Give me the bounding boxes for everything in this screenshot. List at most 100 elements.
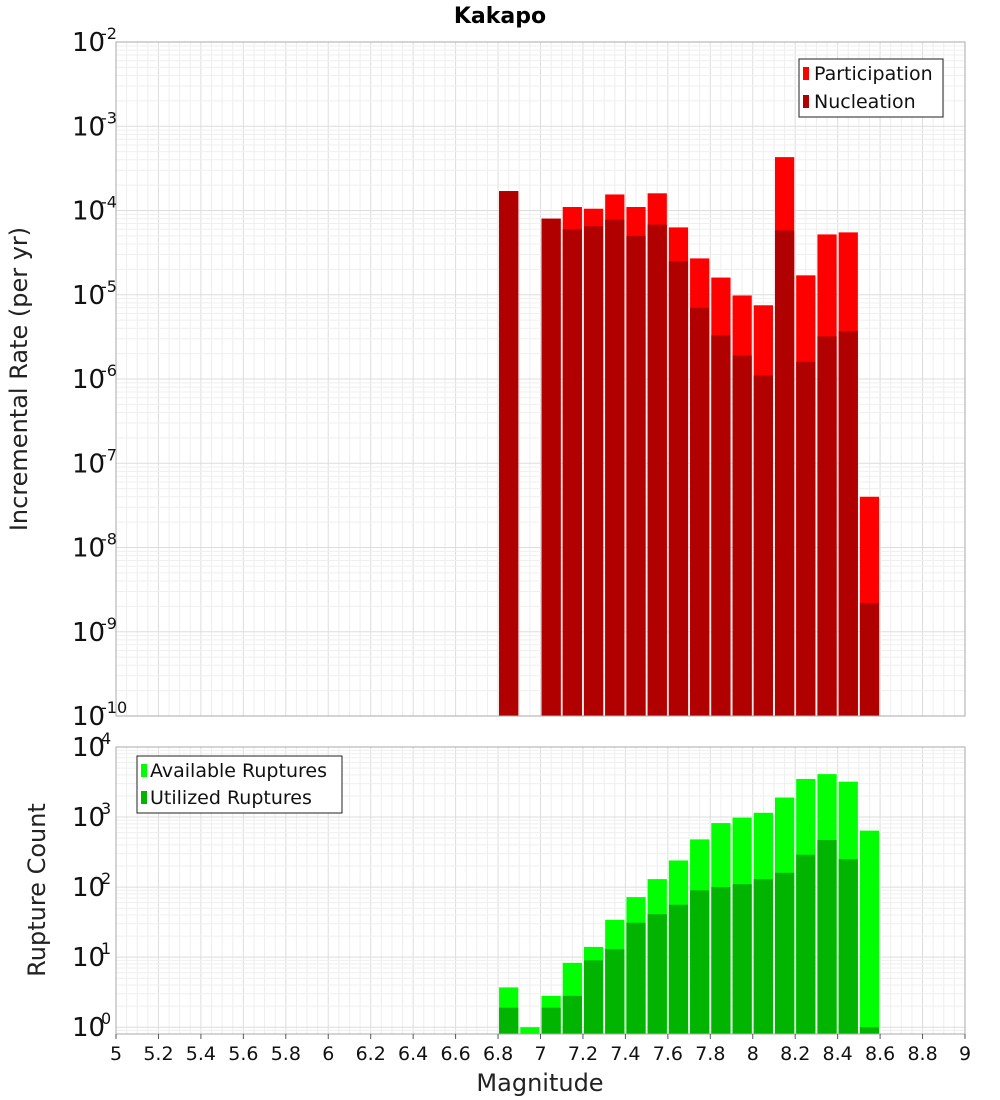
bar-utilized-ruptures — [732, 884, 752, 1034]
legend-label-utilized: Utilized Ruptures — [150, 787, 312, 809]
y-tick-label: 10-8 — [72, 530, 117, 564]
legend-label-participation: Participation — [814, 63, 933, 85]
legend-label-nucleation: Nucleation — [814, 91, 916, 113]
top-plot-border — [115, 41, 966, 717]
x-tick-label: 8.2 — [780, 1043, 810, 1065]
y-tick-base: 10 — [72, 943, 105, 973]
y-tick-label: 10-7 — [72, 445, 117, 479]
y-tick-base: 10 — [72, 1013, 105, 1043]
x-tick-label: 9 — [959, 1043, 971, 1065]
x-tick-label: 7.2 — [568, 1043, 598, 1065]
bar-utilized-ruptures — [605, 949, 625, 1034]
bottom-bars — [499, 774, 880, 1034]
legend-swatch-nucleation — [803, 95, 809, 108]
y-tick-label: 10-2 — [72, 24, 117, 58]
x-tick-label: 7 — [534, 1043, 546, 1065]
bar-nucleation — [626, 235, 646, 717]
bar-utilized-ruptures — [626, 922, 646, 1034]
x-tick-label: 6.4 — [398, 1043, 428, 1065]
y-tick-label: 10-4 — [72, 193, 117, 227]
bar-utilized-ruptures — [583, 960, 604, 1034]
y-tick-label: 10-6 — [72, 361, 117, 395]
bar-utilized-ruptures — [817, 840, 837, 1034]
y-tick-base: 10 — [72, 112, 105, 142]
x-tick-label: 6.8 — [483, 1043, 513, 1065]
bottom-legend: Available Ruptures Utilized Ruptures — [136, 755, 343, 814]
bottom-y-axis-label: Rupture Count — [23, 803, 51, 977]
y-tick-base: 10 — [72, 733, 105, 763]
bottom-legend-box — [136, 755, 343, 814]
y-tick-base: 10 — [72, 365, 105, 395]
x-tick-label: 5.6 — [228, 1043, 258, 1065]
bar-utilized-ruptures — [774, 872, 795, 1034]
bar-nucleation — [817, 336, 837, 716]
bar-nucleation — [753, 375, 773, 716]
x-tick-label: 5 — [110, 1043, 122, 1065]
x-tick-label: 8.8 — [907, 1043, 937, 1065]
bar-nucleation — [562, 229, 582, 717]
y-tick-base: 10 — [72, 534, 105, 564]
y-tick-exponent: -5 — [101, 277, 117, 296]
y-tick-label: 10-5 — [72, 277, 117, 311]
bar-nucleation — [796, 361, 816, 716]
y-tick-base: 10 — [72, 281, 105, 311]
top-grid — [115, 41, 966, 717]
y-tick-exponent: -3 — [101, 108, 117, 127]
bar-utilized-ruptures — [647, 914, 667, 1034]
y-tick-exponent: -10 — [101, 698, 127, 717]
y-tick-exponent: -4 — [101, 193, 117, 212]
bar-utilized-ruptures — [668, 904, 689, 1034]
y-tick-exponent: 4 — [101, 729, 111, 748]
y-tick-label: 10-3 — [72, 108, 117, 142]
top-legend-box — [798, 58, 944, 118]
x-ticks: 5 5.2 5.4 5.6 5.8 6 6.2 6.4 6.6 6.8 7 7.2 7.4 7.6 7.8 8… — [110, 1034, 971, 1065]
y-tick-base: 10 — [72, 803, 105, 833]
x-tick-label: 7.4 — [610, 1043, 640, 1065]
bar-nucleation — [541, 218, 561, 716]
bar-nucleation — [711, 335, 731, 716]
y-tick-exponent: -9 — [101, 614, 117, 633]
bar-nucleation — [838, 331, 858, 716]
bar-nucleation — [859, 602, 880, 716]
x-tick-label: 5.2 — [143, 1043, 173, 1065]
bar-utilized-ruptures — [838, 859, 858, 1034]
y-tick-exponent: 2 — [101, 869, 111, 888]
y-tick-exponent: -2 — [101, 24, 117, 43]
y-tick-label: 10-9 — [72, 614, 117, 648]
y-tick-exponent: 0 — [101, 1009, 111, 1028]
legend-swatch-available — [141, 764, 147, 777]
y-tick-exponent: -7 — [101, 445, 117, 464]
x-tick-label: 6 — [322, 1043, 334, 1065]
x-tick-label: 8.4 — [823, 1043, 853, 1065]
y-tick-label: 10-10 — [72, 698, 127, 732]
chart-title: Kakapo — [454, 4, 546, 29]
x-axis-label: Magnitude — [476, 1069, 603, 1097]
bar-nucleation — [690, 307, 710, 716]
bar-utilized-ruptures — [541, 1007, 561, 1034]
legend-swatch-participation — [803, 67, 809, 80]
bar-nucleation — [605, 219, 625, 716]
top-bars — [499, 157, 880, 717]
x-tick-label: 5.8 — [271, 1043, 301, 1065]
x-tick-label: 8 — [747, 1043, 759, 1065]
bar-utilized-ruptures — [499, 1007, 519, 1034]
y-tick-base: 10 — [72, 449, 105, 479]
y-tick-exponent: 3 — [101, 799, 111, 818]
y-tick-label: 101 — [72, 939, 111, 973]
y-tick-base: 10 — [72, 28, 105, 58]
x-tick-label: 6.6 — [440, 1043, 470, 1065]
x-tick-label: 8.6 — [865, 1043, 895, 1065]
x-tick-label: 7.8 — [695, 1043, 725, 1065]
bar-utilized-ruptures — [690, 890, 710, 1034]
y-tick-exponent: -8 — [101, 530, 117, 549]
y-tick-base: 10 — [72, 702, 105, 732]
y-tick-exponent: -6 — [101, 361, 117, 380]
bar-nucleation — [732, 355, 752, 716]
bar-utilized-ruptures — [562, 995, 582, 1034]
y-tick-base: 10 — [72, 197, 105, 227]
bar-available-ruptures — [520, 1027, 540, 1034]
